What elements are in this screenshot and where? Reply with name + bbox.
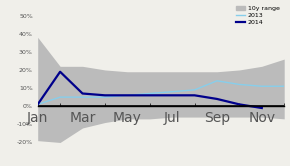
Legend: 10y range, 2013, 2014: 10y range, 2013, 2014 <box>235 4 281 26</box>
